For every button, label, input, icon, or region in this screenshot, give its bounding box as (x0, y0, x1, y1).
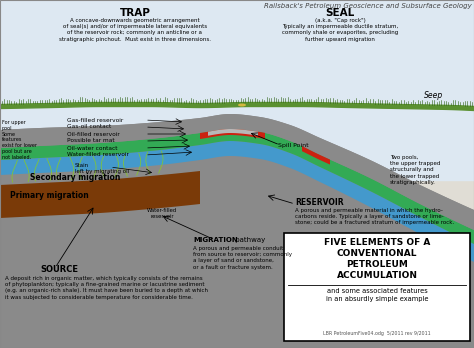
Text: pathway: pathway (233, 237, 265, 243)
Text: Water-filled
reservoir: Water-filled reservoir (147, 208, 177, 219)
Polygon shape (0, 171, 200, 218)
Text: RESERVOIR: RESERVOIR (295, 198, 344, 207)
Text: A porous and permeable conduit
from source to reservoir; commonly
a layer of san: A porous and permeable conduit from sour… (193, 246, 292, 270)
Text: MIGRATION: MIGRATION (193, 237, 238, 243)
Polygon shape (0, 114, 474, 348)
Text: FIVE ELEMENTS OF A: FIVE ELEMENTS OF A (324, 238, 430, 247)
Text: Water-filled reservoir: Water-filled reservoir (67, 152, 129, 158)
Polygon shape (0, 129, 474, 244)
Text: Primary migration: Primary migration (10, 190, 89, 199)
Text: Railsback's Petroleum Geoscience and Subsurface Geology: Railsback's Petroleum Geoscience and Sub… (264, 3, 472, 9)
Bar (0, 0, 474, 180)
Polygon shape (302, 146, 330, 165)
Text: A concave-downwards geometric arrangement
of seal(s) and/or of impermeable later: A concave-downwards geometric arrangemen… (59, 18, 211, 42)
Text: A deposit rich in organic matter, which typically consists of the remains
of phy: A deposit rich in organic matter, which … (5, 276, 208, 300)
Text: LBR PetroleumFive04.odg  5/2011 rev 9/2011: LBR PetroleumFive04.odg 5/2011 rev 9/201… (323, 331, 431, 336)
Text: Seep: Seep (424, 90, 443, 100)
Text: For upper
pool
Some
features
exist for lower
pool but are
not labeled.: For upper pool Some features exist for l… (2, 120, 37, 160)
FancyBboxPatch shape (284, 233, 470, 341)
Text: SEAL: SEAL (325, 8, 355, 18)
Polygon shape (0, 0, 474, 110)
Text: Oil-filled reservoir: Oil-filled reservoir (67, 132, 120, 136)
Text: and some associated features
in an absurdly simple example: and some associated features in an absur… (326, 288, 428, 301)
Polygon shape (0, 141, 474, 262)
Text: SOURCE: SOURCE (40, 265, 78, 274)
Text: Gas-filled reservoir: Gas-filled reservoir (67, 118, 123, 122)
Text: ACCUMULATION: ACCUMULATION (337, 271, 418, 280)
Text: Secondary migration: Secondary migration (30, 173, 120, 182)
Ellipse shape (238, 103, 246, 106)
Text: Gas-oil contact: Gas-oil contact (67, 125, 111, 129)
Polygon shape (0, 114, 474, 230)
Text: Oil-water contact: Oil-water contact (67, 145, 118, 150)
Text: (a.k.a. "Cap rock")
Typically an impermeable ductile stratum,
commonly shale or : (a.k.a. "Cap rock") Typically an imperme… (282, 18, 398, 42)
Text: TRAP: TRAP (119, 8, 150, 18)
Text: Stain
left by migrating oil: Stain left by migrating oil (75, 163, 129, 174)
Text: Spill Point: Spill Point (278, 142, 309, 148)
Text: A porous and permeable material in which the hydro-
carbons reside. Typically a : A porous and permeable material in which… (295, 208, 454, 226)
Text: PETROLEUM: PETROLEUM (346, 260, 408, 269)
Text: CONVENTIONAL: CONVENTIONAL (337, 249, 417, 258)
Text: Possible tar mat: Possible tar mat (67, 139, 115, 143)
Text: Two pools,
the upper trapped
structurally and
the lower trapped
stratigraphicall: Two pools, the upper trapped structurall… (390, 155, 440, 185)
Polygon shape (200, 129, 265, 139)
Polygon shape (208, 129, 258, 136)
